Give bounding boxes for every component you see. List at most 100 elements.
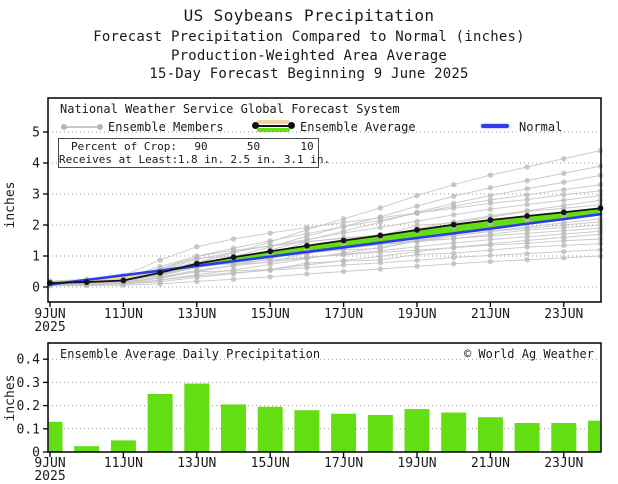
y-axis-label-cumulative: inches	[3, 175, 17, 235]
crop-table-row-receives: Receives at Least: 1.8 in. 2.5 in. 3.1 i…	[59, 153, 318, 166]
ensemble-member-dot	[561, 255, 566, 260]
black-line-icon	[255, 125, 292, 128]
y-tick-label: 1	[32, 250, 40, 265]
ensemble-member-dot	[414, 244, 419, 249]
daily-precip-bar	[551, 423, 576, 452]
y-tick-label: 0	[32, 281, 40, 296]
ensemble-member-dot	[561, 198, 566, 203]
x-tick-label: 17JUN	[324, 456, 363, 471]
x-tick-label: 17JUN	[324, 307, 363, 322]
ensemble-member-dot	[524, 202, 529, 207]
ensemble-member-dot	[378, 254, 383, 259]
ensemble-member-dot	[561, 156, 566, 161]
ensemble-member-dot	[451, 182, 456, 187]
ensemble-average-dot	[121, 278, 127, 284]
ensemble-member-dot	[378, 266, 383, 271]
y-axis-label-daily: inches	[3, 368, 17, 428]
black-dot-icon	[288, 122, 295, 129]
legend-label-ensemble-members: Ensemble Members	[108, 120, 224, 134]
y-tick-label: 0.1	[17, 422, 40, 437]
ensemble-member-dot	[268, 239, 273, 244]
daily-precip-bar	[478, 417, 503, 452]
page: US Soybeans Precipitation Forecast Preci…	[0, 0, 618, 484]
x-tick-label: 13JUN	[177, 456, 216, 471]
ensemble-member-dot	[561, 187, 566, 192]
ensemble-member-dot	[194, 269, 199, 274]
ensemble-member-dot	[488, 206, 493, 211]
gray-dot-icon	[97, 124, 103, 130]
ensemble-member-dot	[451, 261, 456, 266]
ensemble-member-line	[50, 185, 601, 282]
ensemble-member-dot	[268, 230, 273, 235]
ensemble-member-dot	[451, 251, 456, 256]
x-tick-label: 23JUN	[544, 307, 583, 322]
ensemble-member-dot	[561, 171, 566, 176]
ensemble-member-dot	[231, 263, 236, 268]
ensemble-member-dot	[231, 246, 236, 251]
y-tick-label: 0.4	[17, 353, 41, 368]
x-tick-label: 13JUN	[177, 307, 216, 322]
legend-label-normal: Normal	[519, 120, 562, 134]
ensemble-member-dot	[378, 220, 383, 225]
charts-canvas: 0123459JUN202511JUN13JUN15JUN17JUN19JUN2…	[0, 0, 618, 484]
ensemble-average-dot	[157, 270, 163, 276]
ensemble-member-dot	[488, 247, 493, 252]
ensemble-member-dot	[488, 253, 493, 258]
ensemble-member-dot	[524, 186, 529, 191]
ensemble-average-dot	[341, 238, 347, 244]
daily-precip-bar	[148, 394, 173, 452]
ensemble-member-dot	[378, 225, 383, 230]
daily-precip-bar	[111, 440, 136, 452]
daily-precip-bar	[294, 410, 319, 452]
ensemble-member-dot	[561, 192, 566, 197]
ensemble-average-dot	[231, 254, 237, 260]
tan-band-icon	[257, 120, 290, 124]
ensemble-member-dot	[231, 267, 236, 272]
x-tick-label: 15JUN	[251, 456, 290, 471]
ensemble-average-dot	[488, 217, 494, 223]
ensemble-member-dot	[194, 244, 199, 249]
ensemble-member-dot	[341, 258, 346, 263]
y-tick-label: 4	[32, 157, 40, 172]
ensemble-member-dot	[524, 208, 529, 213]
crop-table-value: 2.5 in.	[225, 153, 282, 166]
daily-precip-bar	[184, 384, 209, 452]
green-band-icon	[257, 128, 290, 132]
ensemble-member-dot	[561, 249, 566, 254]
crop-table-row2-label: Receives at Least:	[59, 153, 177, 166]
crop-table-value: 90	[177, 140, 225, 153]
ensemble-member-dot	[304, 256, 309, 261]
ensemble-average-dot	[194, 261, 200, 267]
ensemble-member-dot	[194, 254, 199, 259]
daily-precip-bar	[331, 414, 356, 452]
credit: © World Ag Weather	[464, 347, 594, 361]
ensemble-member-dot	[304, 227, 309, 232]
ensemble-member-dot	[524, 178, 529, 183]
ensemble-average-dot	[451, 222, 457, 228]
x-tick-label: 19JUN	[397, 456, 436, 471]
ensemble-member-dot	[561, 220, 566, 225]
ensemble-member-dot	[561, 243, 566, 248]
ensemble-member-dot	[524, 251, 529, 256]
ensemble-member-dot	[414, 210, 419, 215]
ensemble-member-dot	[304, 262, 309, 267]
x-tick-label: 11JUN	[104, 456, 143, 471]
ensemble-member-dot	[268, 262, 273, 267]
ensemble-member-dot	[378, 205, 383, 210]
ensemble-member-dot	[524, 192, 529, 197]
daily-precip-bar	[258, 407, 283, 452]
daily-precip-bar	[588, 421, 600, 452]
daily-precip-bar	[49, 422, 63, 452]
ensemble-member-dot	[157, 257, 162, 262]
ensemble-member-dot	[414, 264, 419, 269]
x-tick-label: 19JUN	[397, 307, 436, 322]
ensemble-member-dot	[561, 203, 566, 208]
ensemble-member-line	[50, 196, 601, 283]
ensemble-member-dot	[378, 245, 383, 250]
daily-precip-bar	[405, 409, 430, 452]
crop-table-value: 10	[282, 140, 332, 153]
ensemble-member-dot	[414, 219, 419, 224]
ensemble-average-dot	[267, 248, 273, 254]
ensemble-member-dot	[341, 229, 346, 234]
daily-precip-bar	[221, 404, 246, 452]
